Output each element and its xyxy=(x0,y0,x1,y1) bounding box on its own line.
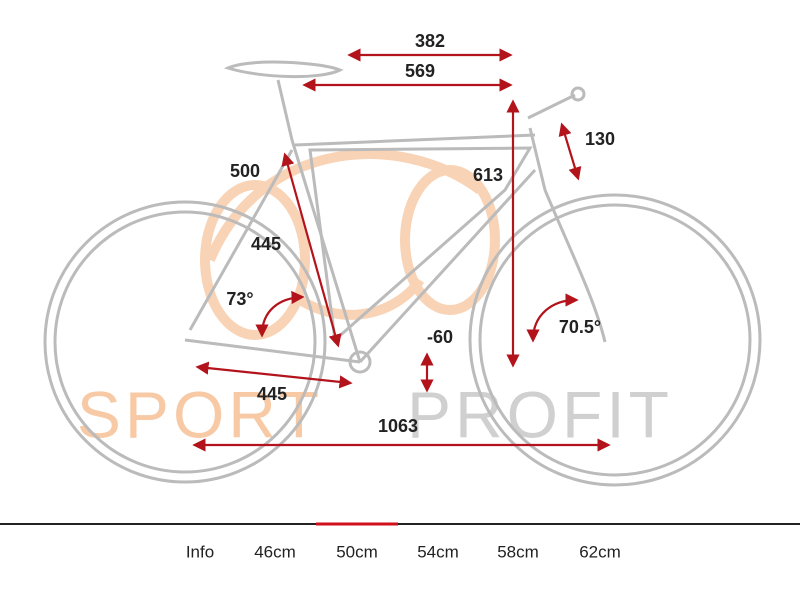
measurement-label: 382 xyxy=(415,31,445,51)
measurement-label: 569 xyxy=(405,61,435,81)
watermark-word: PROFIT xyxy=(407,377,673,451)
size-tabs: Info 46cm 50cm 54cm 58cm 62cm xyxy=(186,522,621,561)
dimension-arrows xyxy=(192,48,611,452)
handlebar xyxy=(570,86,586,102)
measurement-label: 445 xyxy=(257,384,287,404)
measurement-label: 130 xyxy=(585,129,615,149)
tab[interactable]: 50cm xyxy=(336,542,378,561)
watermark: SPORT PROFIT xyxy=(77,377,673,451)
tab[interactable]: Info xyxy=(186,542,214,561)
tab[interactable]: 46cm xyxy=(254,542,296,561)
measurement-label: 1063 xyxy=(378,416,418,436)
tab[interactable]: 58cm xyxy=(497,542,539,561)
measurement-label: 73° xyxy=(226,289,253,309)
tab[interactable]: 54cm xyxy=(417,542,459,561)
measurement-label: -60 xyxy=(427,327,453,347)
measurement-label: 70.5° xyxy=(559,317,601,337)
measurement-label: 445 xyxy=(251,234,281,254)
measurement-label: 613 xyxy=(473,165,503,185)
measurement-label: 500 xyxy=(230,161,260,181)
tab[interactable]: 62cm xyxy=(579,542,621,561)
saddle xyxy=(223,60,344,79)
front-wheel xyxy=(468,193,762,487)
frame xyxy=(184,79,607,364)
stem xyxy=(527,93,576,120)
front-rim xyxy=(478,203,752,477)
